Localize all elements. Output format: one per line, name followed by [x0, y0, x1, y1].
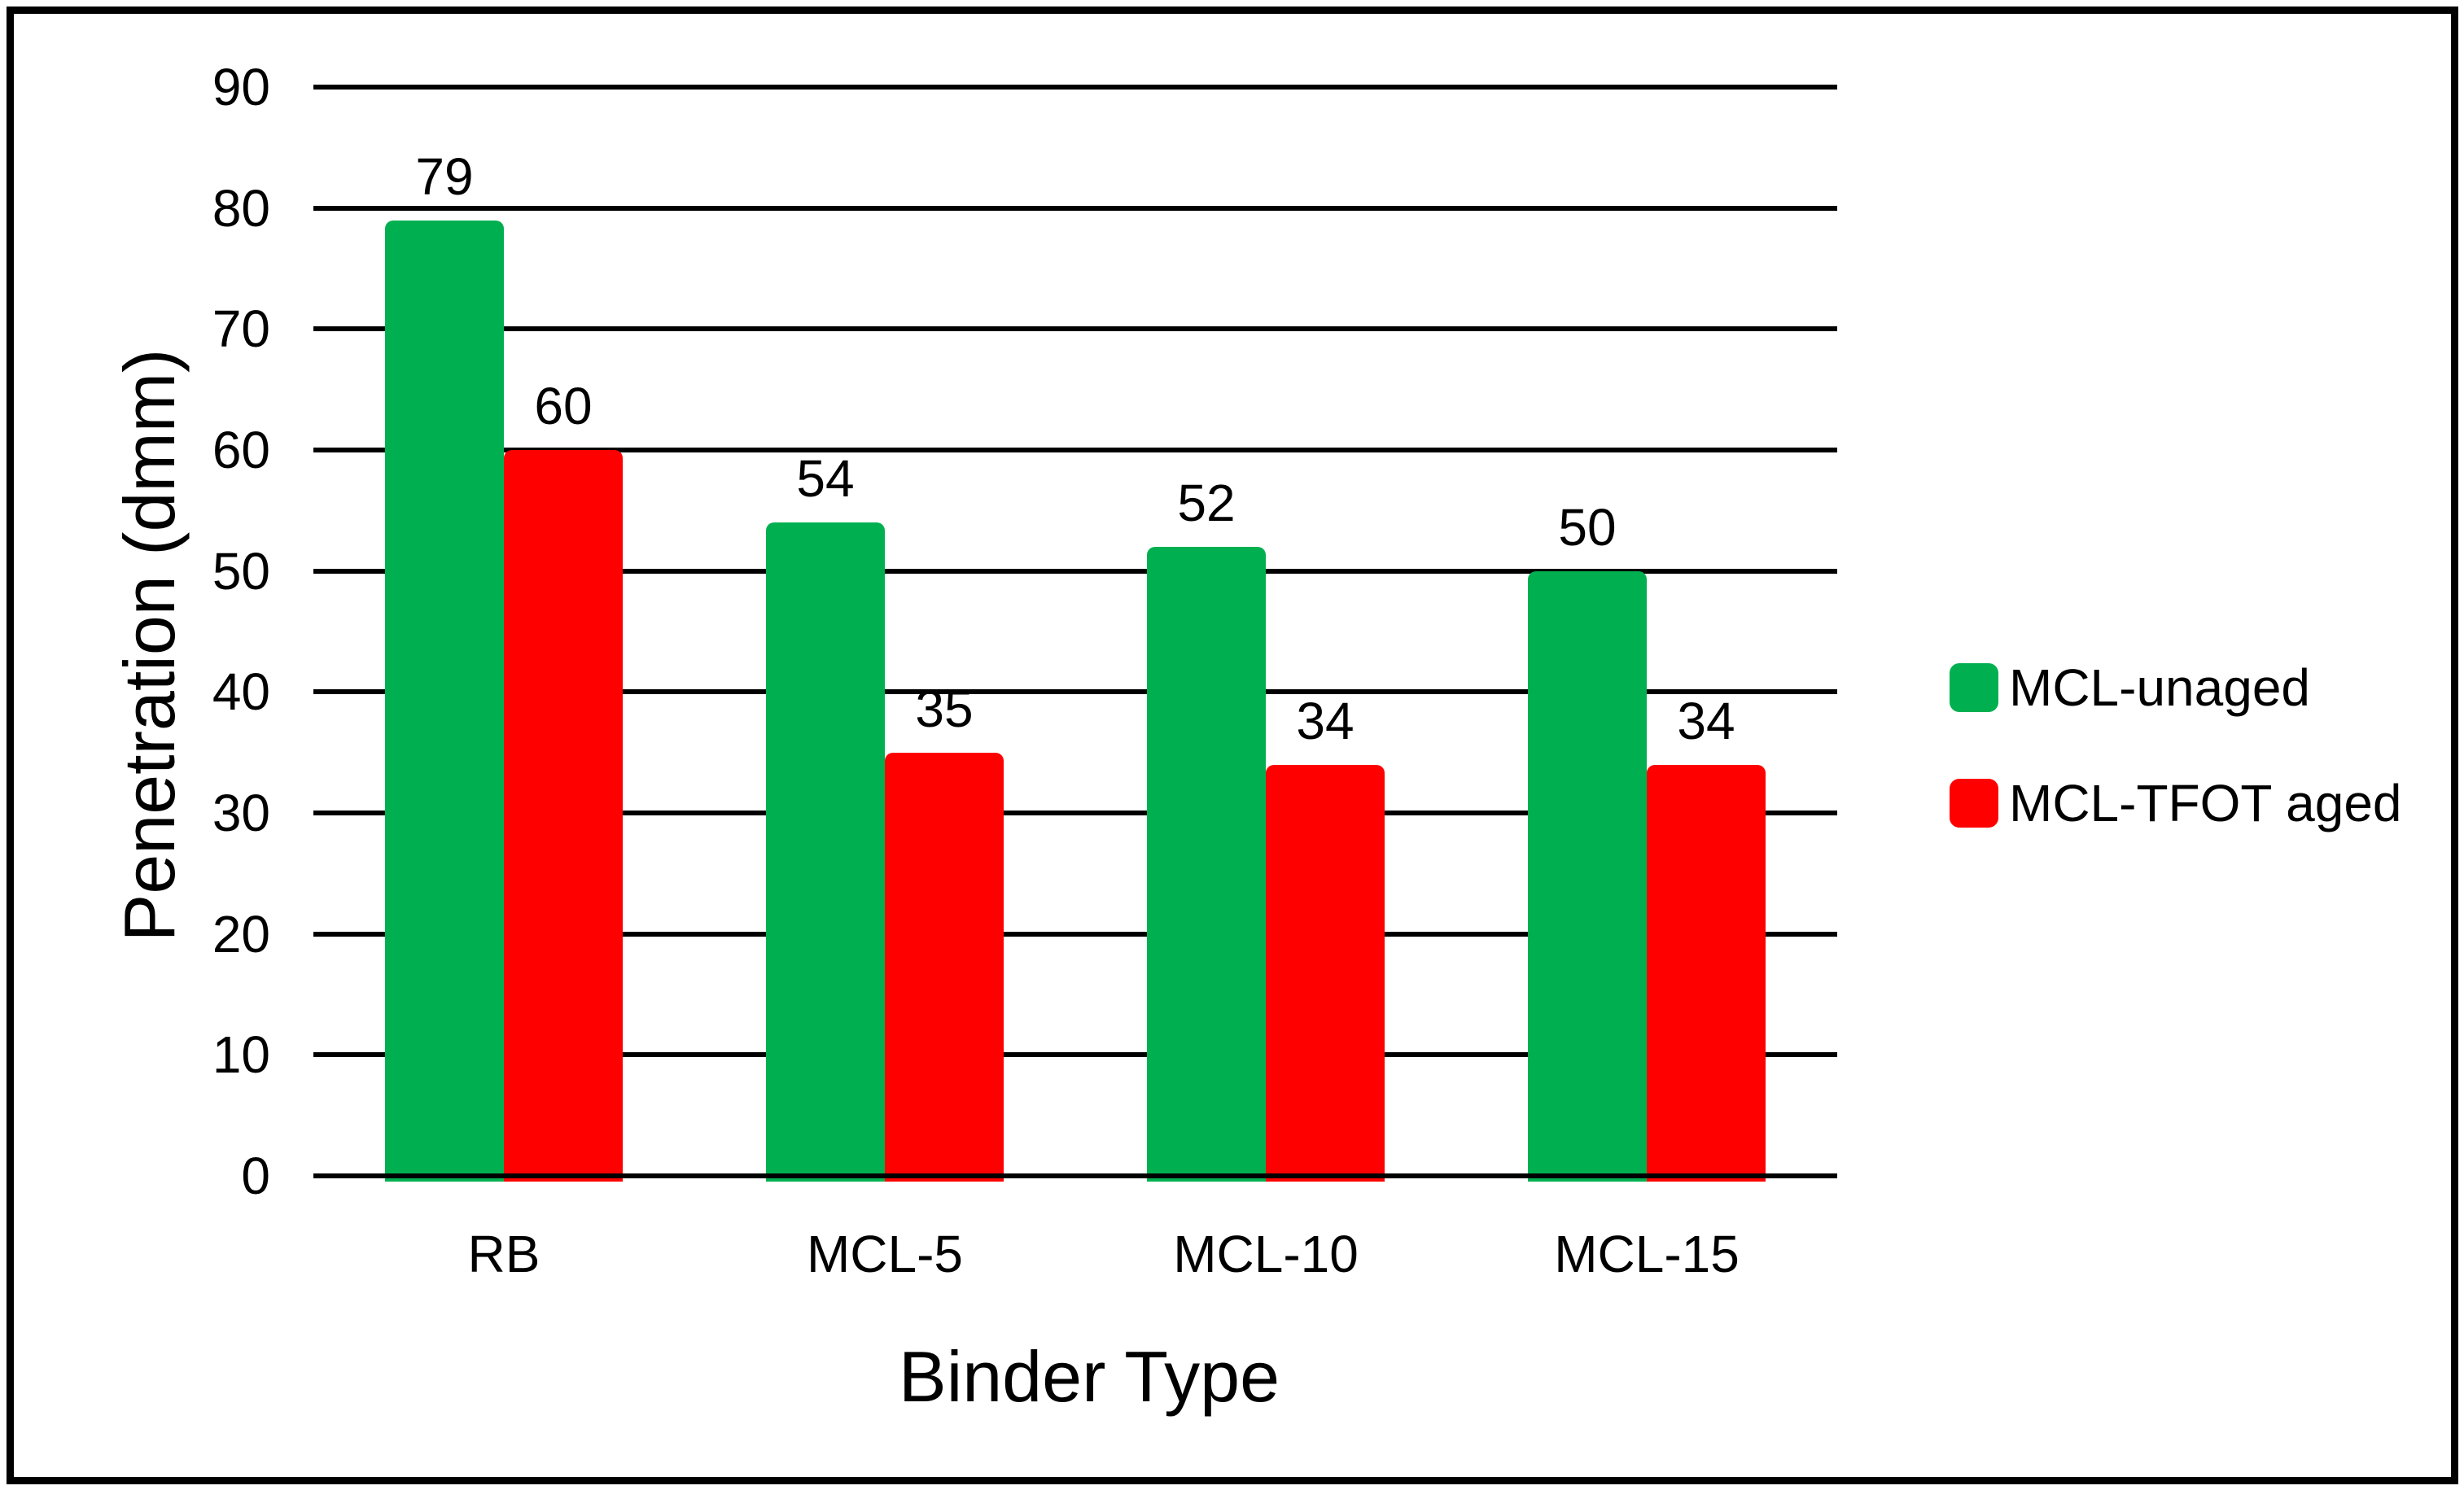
- data-label: 34: [1677, 691, 1735, 750]
- y-tick-label: 40: [212, 662, 270, 722]
- y-tick-label: 50: [212, 541, 270, 601]
- data-label: 52: [1177, 473, 1236, 532]
- y-tick-label: 20: [212, 904, 270, 963]
- bar-mcl-unaged-mcl-10: [1147, 546, 1266, 1182]
- gridline: [313, 689, 1837, 695]
- legend-label: MCL-unaged: [2009, 658, 2310, 717]
- data-label: 34: [1296, 691, 1355, 750]
- data-label: 50: [1558, 497, 1617, 557]
- y-tick-label: 0: [241, 1147, 270, 1205]
- bar-mcl-tfot-aged-mcl-10: [1266, 764, 1385, 1182]
- x-category-label-mcl-5: MCL-5: [806, 1225, 964, 1283]
- bar-mcl-unaged-mcl-5: [766, 522, 885, 1182]
- bar-mcl-tfot-aged-rb: [504, 450, 623, 1182]
- gridline: [313, 1052, 1837, 1058]
- legend-label: MCL-TFOT aged: [2009, 774, 2402, 832]
- legend-swatch-icon: [1950, 779, 1998, 828]
- bar-mcl-tfot-aged-mcl-15: [1647, 764, 1766, 1182]
- x-category-label-rb: RB: [467, 1225, 541, 1283]
- gridline: [313, 448, 1837, 452]
- y-tick-label: 90: [212, 58, 270, 116]
- data-label: 79: [415, 146, 474, 206]
- y-tick-label: 80: [212, 178, 270, 238]
- gridline: [313, 85, 1837, 90]
- y-tick-label: 30: [212, 784, 270, 842]
- legend-item-mcl-tfot-aged: MCL-TFOT aged: [1950, 772, 2402, 834]
- gridline: [313, 811, 1837, 815]
- x-category-label-mcl-15: MCL-15: [1554, 1225, 1740, 1283]
- x-category-label-mcl-10: MCL-10: [1173, 1225, 1359, 1283]
- legend-swatch-icon: [1950, 663, 1998, 712]
- y-tick-label: 60: [212, 421, 270, 479]
- gridline: [313, 326, 1837, 332]
- plot-area: 0 10 20 30 40 50 60 70 80 90 79 54 52 50 60 35 34 34 RB MCL…: [14, 14, 2451, 1477]
- bar-mcl-unaged-rb: [385, 220, 504, 1182]
- y-tick-label: 70: [212, 299, 270, 359]
- data-label: 60: [534, 377, 593, 435]
- data-label: 35: [915, 679, 974, 738]
- data-label: 54: [796, 449, 855, 509]
- chart-frame: 0 10 20 30 40 50 60 70 80 90 79 54 52 50 60 35 34 34 RB MCL…: [7, 7, 2458, 1484]
- bar-mcl-tfot-aged-mcl-5: [885, 752, 1004, 1182]
- y-tick-label: 10: [212, 1025, 270, 1085]
- x-axis-title: Binder Type: [898, 1336, 1280, 1417]
- gridline: [313, 568, 1837, 574]
- bar-mcl-unaged-mcl-15: [1528, 570, 1647, 1182]
- gridline: [313, 931, 1837, 937]
- gridline: [313, 205, 1837, 211]
- legend-item-mcl-unaged: MCL-unaged: [1950, 657, 2310, 719]
- y-axis-title: Penetration (dmm): [109, 348, 190, 942]
- x-axis-baseline: [313, 1173, 1837, 1178]
